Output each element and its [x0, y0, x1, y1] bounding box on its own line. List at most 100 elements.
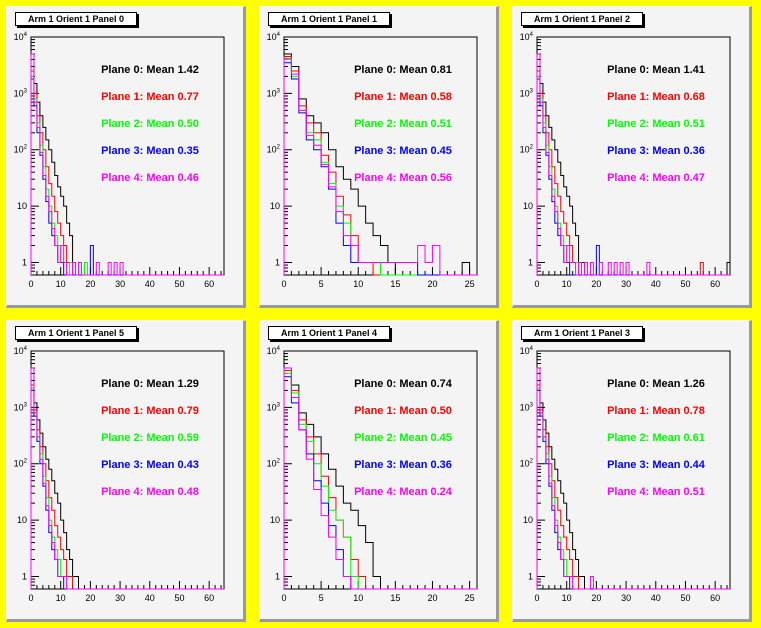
- x-tick-label: 25: [465, 593, 475, 603]
- legend-entry-plane-3: Plane 3: Mean 0.36: [354, 459, 452, 471]
- y-tick-label: 1: [22, 571, 27, 581]
- y-tick-label: 102: [14, 459, 28, 469]
- y-tick-label: 102: [14, 145, 28, 155]
- y-tick-label: 1: [528, 257, 533, 267]
- y-tick-label: 1: [22, 257, 27, 267]
- y-tick-label: 1: [275, 257, 280, 267]
- histogram-pad: 1 10 102 103 104 0 10 20 30 40 50 60 Plane 0: Mean 1…: [512, 6, 752, 308]
- x-tick-label: 0: [28, 279, 33, 289]
- histogram-plot: 1 10 102 103 104 0 10 20 30 40 50 60 Plane 0: Mean 1…: [14, 346, 225, 603]
- legend-entry-plane-1: Plane 1: Mean 0.50: [354, 405, 452, 417]
- legend-entry-plane-2: Plane 2: Mean 0.51: [607, 118, 705, 130]
- x-tick-label: 30: [115, 593, 125, 603]
- legend-entry-plane-0: Plane 0: Mean 0.81: [354, 64, 452, 76]
- x-tick-label: 10: [562, 593, 572, 603]
- legend-entry-plane-4: Plane 4: Mean 0.46: [101, 172, 199, 184]
- series-line-plane-4: [536, 367, 730, 590]
- legend-entry-plane-0: Plane 0: Mean 1.41: [607, 64, 705, 76]
- histogram-pad: 1 10 102 103 104 0 10 20 30 40 50 60 Plane 0: Mean 1…: [512, 320, 752, 622]
- x-tick-label: 60: [204, 279, 214, 289]
- legend-entry-plane-3: Plane 3: Mean 0.45: [354, 145, 452, 157]
- x-tick-label: 20: [85, 279, 95, 289]
- y-tick-label: 104: [267, 346, 281, 356]
- x-tick-label: 60: [204, 593, 214, 603]
- pad-title: Arm 1 Orient 1 Panel 4: [268, 326, 391, 340]
- pad-title: Arm 1 Orient 1 Panel 0: [15, 12, 138, 26]
- series-line-plane-4: [30, 53, 224, 276]
- legend-entry-plane-1: Plane 1: Mean 0.77: [101, 91, 199, 103]
- legend-entry-plane-3: Plane 3: Mean 0.43: [101, 459, 199, 471]
- series-line-plane-4: [536, 53, 730, 276]
- x-tick-label: 5: [319, 593, 324, 603]
- x-tick-label: 15: [390, 593, 400, 603]
- x-tick-label: 0: [28, 593, 33, 603]
- y-tick-label: 103: [267, 88, 281, 98]
- legend-entry-plane-0: Plane 0: Mean 0.74: [354, 378, 453, 390]
- histogram-pad: 1 10 102 103 104 0 10 20 30 40 50 60 Plane 0: Mean 1…: [6, 320, 246, 622]
- y-tick-label: 102: [267, 145, 281, 155]
- series-line-plane-4: [30, 367, 224, 590]
- y-tick-label: 10: [270, 515, 280, 525]
- legend-entry-plane-3: Plane 3: Mean 0.35: [101, 145, 199, 157]
- x-tick-label: 20: [591, 279, 601, 289]
- legend-entry-plane-1: Plane 1: Mean 0.79: [101, 405, 199, 417]
- x-tick-label: 0: [534, 279, 539, 289]
- x-tick-label: 40: [651, 279, 661, 289]
- x-tick-label: 40: [145, 593, 155, 603]
- x-tick-label: 20: [85, 593, 95, 603]
- y-tick-label: 103: [14, 402, 28, 412]
- histogram-pad: 1 10 102 103 104 0 5 10 15 20 25 Plane 0: Mean 0.81…: [259, 6, 499, 308]
- x-tick-label: 30: [621, 279, 631, 289]
- legend-entry-plane-4: Plane 4: Mean 0.48: [101, 486, 199, 498]
- legend-entry-plane-3: Plane 3: Mean 0.36: [607, 145, 705, 157]
- x-tick-label: 20: [427, 279, 437, 289]
- x-tick-label: 30: [621, 593, 631, 603]
- y-tick-label: 1: [275, 571, 280, 581]
- legend-entry-plane-2: Plane 2: Mean 0.45: [354, 432, 452, 444]
- series-line-plane-4: [283, 57, 477, 276]
- y-tick-label: 104: [14, 32, 28, 42]
- x-tick-label: 50: [174, 279, 184, 289]
- y-tick-label: 10: [523, 515, 533, 525]
- histogram-pad: 1 10 102 103 104 0 10 20 30 40 50 60 Plane 0: Mean 1…: [6, 6, 246, 308]
- pad-title: Arm 1 Orient 1 Panel 1: [268, 12, 391, 26]
- legend-entry-plane-4: Plane 4: Mean 0.51: [607, 486, 705, 498]
- x-tick-label: 60: [710, 279, 720, 289]
- x-tick-label: 20: [591, 593, 601, 603]
- x-tick-label: 10: [56, 279, 66, 289]
- series-line-plane-4: [283, 367, 477, 590]
- y-tick-label: 104: [520, 346, 534, 356]
- y-tick-label: 104: [14, 346, 28, 356]
- x-tick-label: 50: [680, 279, 690, 289]
- y-tick-label: 102: [267, 459, 281, 469]
- y-tick-label: 10: [523, 201, 533, 211]
- legend-entry-plane-0: Plane 0: Mean 1.26: [607, 378, 705, 390]
- x-tick-label: 50: [174, 593, 184, 603]
- histogram-plot: 1 10 102 103 104 0 10 20 30 40 50 60 Plane 0: Mean 1…: [520, 32, 731, 289]
- x-tick-label: 10: [353, 279, 363, 289]
- histogram-plot: 1 10 102 103 104 0 10 20 30 40 50 60 Plane 0: Mean 1…: [520, 346, 731, 603]
- legend-entry-plane-1: Plane 1: Mean 0.68: [607, 91, 705, 103]
- x-tick-label: 0: [281, 593, 286, 603]
- x-tick-label: 50: [680, 593, 690, 603]
- legend-entry-plane-4: Plane 4: Mean 0.24: [354, 486, 453, 498]
- y-tick-label: 10: [270, 201, 280, 211]
- y-tick-label: 102: [520, 459, 534, 469]
- x-tick-label: 15: [390, 279, 400, 289]
- x-tick-label: 10: [562, 279, 572, 289]
- pad-title: Arm 1 Orient 1 Panel 3: [521, 326, 644, 340]
- x-tick-label: 10: [56, 593, 66, 603]
- y-tick-label: 104: [520, 32, 534, 42]
- x-tick-label: 40: [145, 279, 155, 289]
- y-tick-label: 1: [528, 571, 533, 581]
- y-tick-label: 103: [520, 402, 534, 412]
- legend-entry-plane-2: Plane 2: Mean 0.51: [354, 118, 452, 130]
- x-tick-label: 5: [319, 279, 324, 289]
- legend-entry-plane-2: Plane 2: Mean 0.59: [101, 432, 199, 444]
- x-tick-label: 20: [427, 593, 437, 603]
- y-tick-label: 102: [520, 145, 534, 155]
- pad-title: Arm 1 Orient 1 Panel 5: [15, 326, 138, 340]
- x-tick-label: 10: [353, 593, 363, 603]
- histogram-plot: 1 10 102 103 104 0 5 10 15 20 25 Plane 0: Mean 0.74…: [267, 346, 478, 603]
